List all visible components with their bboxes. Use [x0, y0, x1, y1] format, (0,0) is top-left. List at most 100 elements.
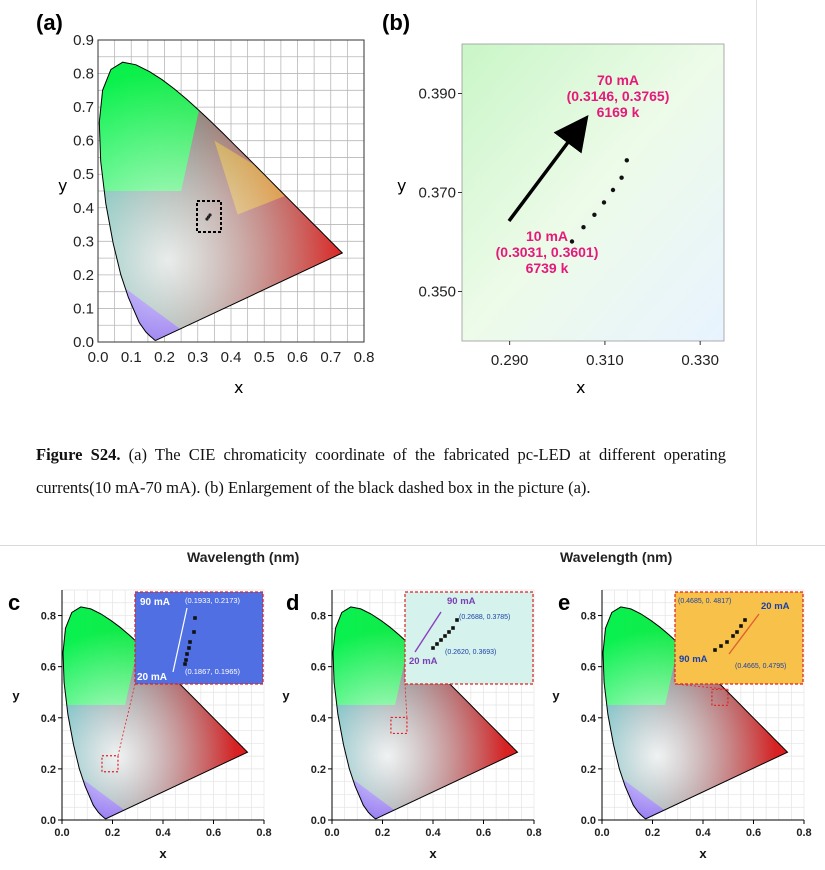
x-tick-label-a: 0.5 [254, 349, 275, 366]
y-tick-label-c: 0.6 [41, 662, 56, 674]
dashed-box-a [196, 200, 222, 233]
x-tick-label-e: 0.0 [594, 827, 609, 839]
x-tick-label-c: 0.2 [105, 827, 120, 839]
data-point-b [610, 187, 616, 193]
axis-label-x-b: x [576, 378, 586, 397]
y-tick-label-c: 0.4 [41, 713, 57, 725]
inset-top-coord-c: (0.1933, 0.2173) [185, 596, 241, 605]
x-tick-label-a: 0.0 [88, 349, 109, 366]
caption-bold: Figure S24. [36, 445, 121, 464]
x-tick-label-a: 0.1 [121, 349, 142, 366]
panel-e-label: e [558, 590, 571, 615]
x-tick-label-a: 0.7 [320, 349, 341, 366]
inset-point-c [187, 646, 191, 650]
y-tick-label-c: 0.0 [41, 815, 56, 827]
inset-point-e [713, 648, 717, 652]
axis-label-y-e: y [552, 688, 560, 703]
inset-point-e [731, 634, 735, 638]
inset-bottom-label-e: 90 mA [679, 654, 708, 665]
inset-bottom-coord-d: (0.2620, 0.3693) [445, 649, 496, 656]
y-tick-label-c: 0.2 [41, 764, 56, 776]
y-tick-label-b: 0.370 [418, 185, 456, 202]
y-tick-label-e: 0.8 [581, 611, 596, 623]
inset-top-label-d: 90 mA [447, 596, 476, 607]
x-tick-label-d: 0.8 [526, 827, 541, 839]
inset-point-e [739, 624, 743, 628]
inset-top-coord-e: (0.4685, 0. 4817) [678, 598, 731, 605]
y-tick-label-a: 0.8 [73, 66, 94, 83]
inset-bottom-coord-c: (0.1867, 0.1965) [185, 667, 241, 676]
data-point-b [569, 239, 575, 244]
panel-c-label: c [8, 590, 21, 615]
inset-point-c [193, 616, 197, 620]
x-tick-label-e: 0.2 [645, 827, 660, 839]
panel-d-label: d [286, 590, 300, 615]
axis-label-y-d: y [282, 688, 290, 703]
ann-bottom-line3: 6739 k [525, 260, 569, 276]
inset-point-c [192, 630, 196, 634]
ann-top-line2: (0.3146, 0.3765) [566, 88, 670, 104]
y-tick-label-a: 0.1 [73, 300, 94, 317]
inset-bottom-label-c: 20 mA [137, 672, 167, 683]
inset-connector-e [674, 683, 728, 690]
inset-point-c [188, 640, 192, 644]
vertical-divider [756, 0, 757, 545]
x-tick-label-d: 0.4 [425, 827, 441, 839]
x-tick-label-d: 0.6 [476, 827, 491, 839]
inset-c [134, 591, 264, 685]
x-tick-label-d: 0.2 [375, 827, 390, 839]
x-tick-label-e: 0.4 [695, 827, 711, 839]
y-tick-label-e: 0.0 [581, 815, 596, 827]
x-tick-label-e: 0.6 [746, 827, 761, 839]
inset-point-d [455, 618, 459, 622]
data-point-b [581, 225, 586, 230]
axis-label-x-c: x [159, 846, 167, 861]
y-tick-label-c: 0.8 [41, 611, 56, 623]
x-tick-label-b: 0.310 [586, 352, 624, 369]
x-tick-label-b: 0.330 [681, 352, 719, 369]
y-tick-label-a: 0.9 [73, 32, 94, 49]
y-tick-label-d: 0.2 [311, 764, 326, 776]
x-tick-label-a: 0.2 [154, 349, 175, 366]
cie-chart-c: 0.0 0.2 0.4 0.6 0.8 0.0 0.2 0.4 0.6 0.8 x y 90 mA (0.… [12, 589, 272, 861]
inset-top-label-c: 90 mA [140, 597, 170, 608]
inset-d [404, 591, 534, 685]
caption-text: (a) The CIE chromaticity coordinate of t… [36, 445, 726, 497]
data-point-b [624, 158, 629, 163]
inset-top-label-e: 20 mA [761, 601, 790, 612]
y-tick-label-a: 0.6 [73, 133, 94, 150]
zoom-chart-b: 0.290 0.310 0.330 0.350 0.370 0.390 [418, 43, 725, 369]
annotation-70ma: 70 mA (0.3146, 0.3765) 6169 k [548, 72, 688, 120]
y-tick-label-d: 0.0 [311, 815, 326, 827]
y-tick-label-e: 0.2 [581, 764, 596, 776]
inset-point-e [725, 640, 729, 644]
axis-label-y-c: y [12, 688, 20, 703]
y-tick-label-a: 0.7 [73, 99, 94, 116]
current-arrow-b [507, 115, 589, 223]
y-tick-label-d: 0.8 [311, 611, 326, 623]
x-tick-label-d: 0.0 [324, 827, 339, 839]
x-tick-label-c: 0.0 [54, 827, 69, 839]
inset-bottom-label-d: 20 mA [409, 656, 438, 667]
y-tick-label-a: 0.2 [73, 267, 94, 284]
ann-bottom-line2: (0.3031, 0.3601) [495, 244, 599, 260]
inset-connector-c [117, 683, 136, 756]
cie-chart-a: 0.0 0.1 0.2 0.3 0.4 0.5 0.6 0.7 0.8 0.0 0.1 0.2 0.3 0… [73, 32, 375, 366]
axis-label-x-d: x [429, 846, 437, 861]
axis-label-y-a: y [58, 176, 68, 195]
x-tick-label-a: 0.8 [354, 349, 375, 366]
figure-caption: Figure S24. (a) The CIE chromaticity coo… [36, 438, 726, 504]
x-tick-label-c: 0.4 [155, 827, 171, 839]
inset-point-e [743, 618, 747, 622]
y-tick-label-a: 0.5 [73, 166, 94, 183]
x-tick-label-e: 0.8 [796, 827, 811, 839]
annotation-10ma: 10 mA (0.3031, 0.3601) 6739 k [472, 228, 622, 276]
ann-top-line3: 6169 k [596, 104, 640, 120]
wavelength-label-right: Wavelength (nm) [560, 549, 673, 565]
y-tick-label-a: 0.4 [73, 200, 94, 217]
inset-point-d [435, 642, 439, 646]
x-tick-label-c: 0.8 [256, 827, 271, 839]
x-tick-label-b: 0.290 [491, 352, 529, 369]
y-tick-label-a: 0.3 [73, 233, 94, 250]
inset-arrow-c [172, 607, 188, 673]
